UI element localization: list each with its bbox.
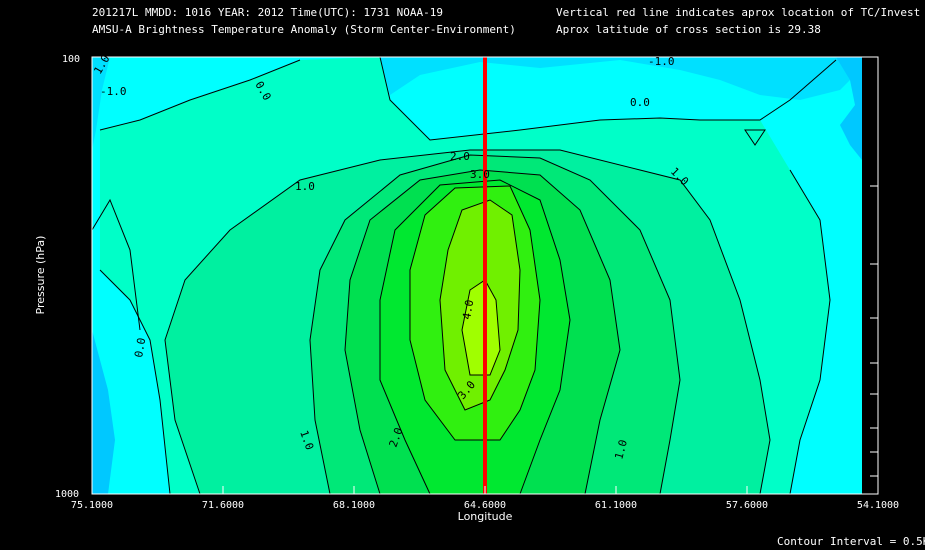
contour-line-left-minor bbox=[91, 198, 141, 331]
y-axis: 100 1000 bbox=[55, 54, 878, 500]
contour-label: 1.0 bbox=[612, 438, 630, 461]
header-line2-right: Aprox latitude of cross section is 29.38 bbox=[556, 23, 821, 36]
x-tick-label: 75.1000 bbox=[71, 500, 113, 511]
contour-label: 2.0 bbox=[387, 426, 406, 449]
contour-line-2p5 bbox=[379, 179, 571, 495]
band-blue-right-edge bbox=[836, 57, 862, 160]
contour-line-1 bbox=[164, 149, 771, 495]
contour-line-3 bbox=[409, 185, 541, 441]
band-light-blue-top-right bbox=[380, 57, 862, 100]
contour-line-3p5 bbox=[439, 199, 521, 411]
contour-label: 1.0 bbox=[297, 429, 316, 452]
contour-label: 0.0 bbox=[630, 96, 650, 109]
contour-label: 0.0 bbox=[132, 337, 148, 359]
y-tick-marks-right bbox=[870, 56, 878, 477]
contour-label: 2.0 bbox=[450, 150, 470, 163]
band-blue-left bbox=[92, 330, 115, 494]
x-tick-label: 68.1000 bbox=[333, 500, 375, 511]
contour-line-2 bbox=[344, 169, 621, 495]
x-axis: 75.1000 71.6000 68.1000 64.6000 61.1000 57.60… bbox=[71, 486, 899, 511]
contour-label: 3.0 bbox=[470, 168, 490, 181]
band-gt-4 bbox=[462, 280, 500, 375]
y-tick-label: 1000 bbox=[55, 489, 79, 500]
contour-lines bbox=[91, 56, 837, 495]
contour-label: 1.0 bbox=[295, 180, 315, 193]
header-line1-right: Vertical red line indicates aprox locati… bbox=[556, 6, 921, 19]
y-tick-label: 100 bbox=[62, 54, 80, 65]
header-line2-left: AMSU-A Brightness Temperature Anomaly (S… bbox=[92, 23, 516, 36]
y-axis-title: Pressure (hPa) bbox=[34, 236, 47, 315]
contour-line-4 bbox=[461, 279, 501, 376]
x-tick-label: 61.1000 bbox=[595, 500, 637, 511]
contour-label: 4.0 bbox=[460, 299, 476, 321]
contour-interval-note: Contour Interval = 0.5K bbox=[777, 535, 925, 548]
band-light-blue-left-strip bbox=[92, 57, 110, 150]
x-tick-label: 57.6000 bbox=[726, 500, 768, 511]
x-tick-label: 71.6000 bbox=[202, 500, 244, 511]
contour-line-1p5 bbox=[309, 154, 681, 495]
contour-label: -1.0 bbox=[100, 85, 127, 98]
x-axis-title: Longitude bbox=[458, 510, 513, 523]
x-tick-label: 64.6000 bbox=[464, 500, 506, 511]
contour-line-0-left bbox=[99, 59, 301, 131]
contour-line-neg1 bbox=[379, 56, 837, 141]
contour-small-triangle bbox=[744, 129, 766, 146]
contour-line-0-right bbox=[789, 169, 831, 495]
header-line1-left: 201217L MMDD: 1016 YEAR: 2012 Time(UTC):… bbox=[92, 6, 443, 19]
contour-line-0-leftmid bbox=[99, 269, 171, 495]
contour-label: -1.0 bbox=[648, 55, 675, 68]
x-tick-label: 54.1000 bbox=[857, 500, 899, 511]
